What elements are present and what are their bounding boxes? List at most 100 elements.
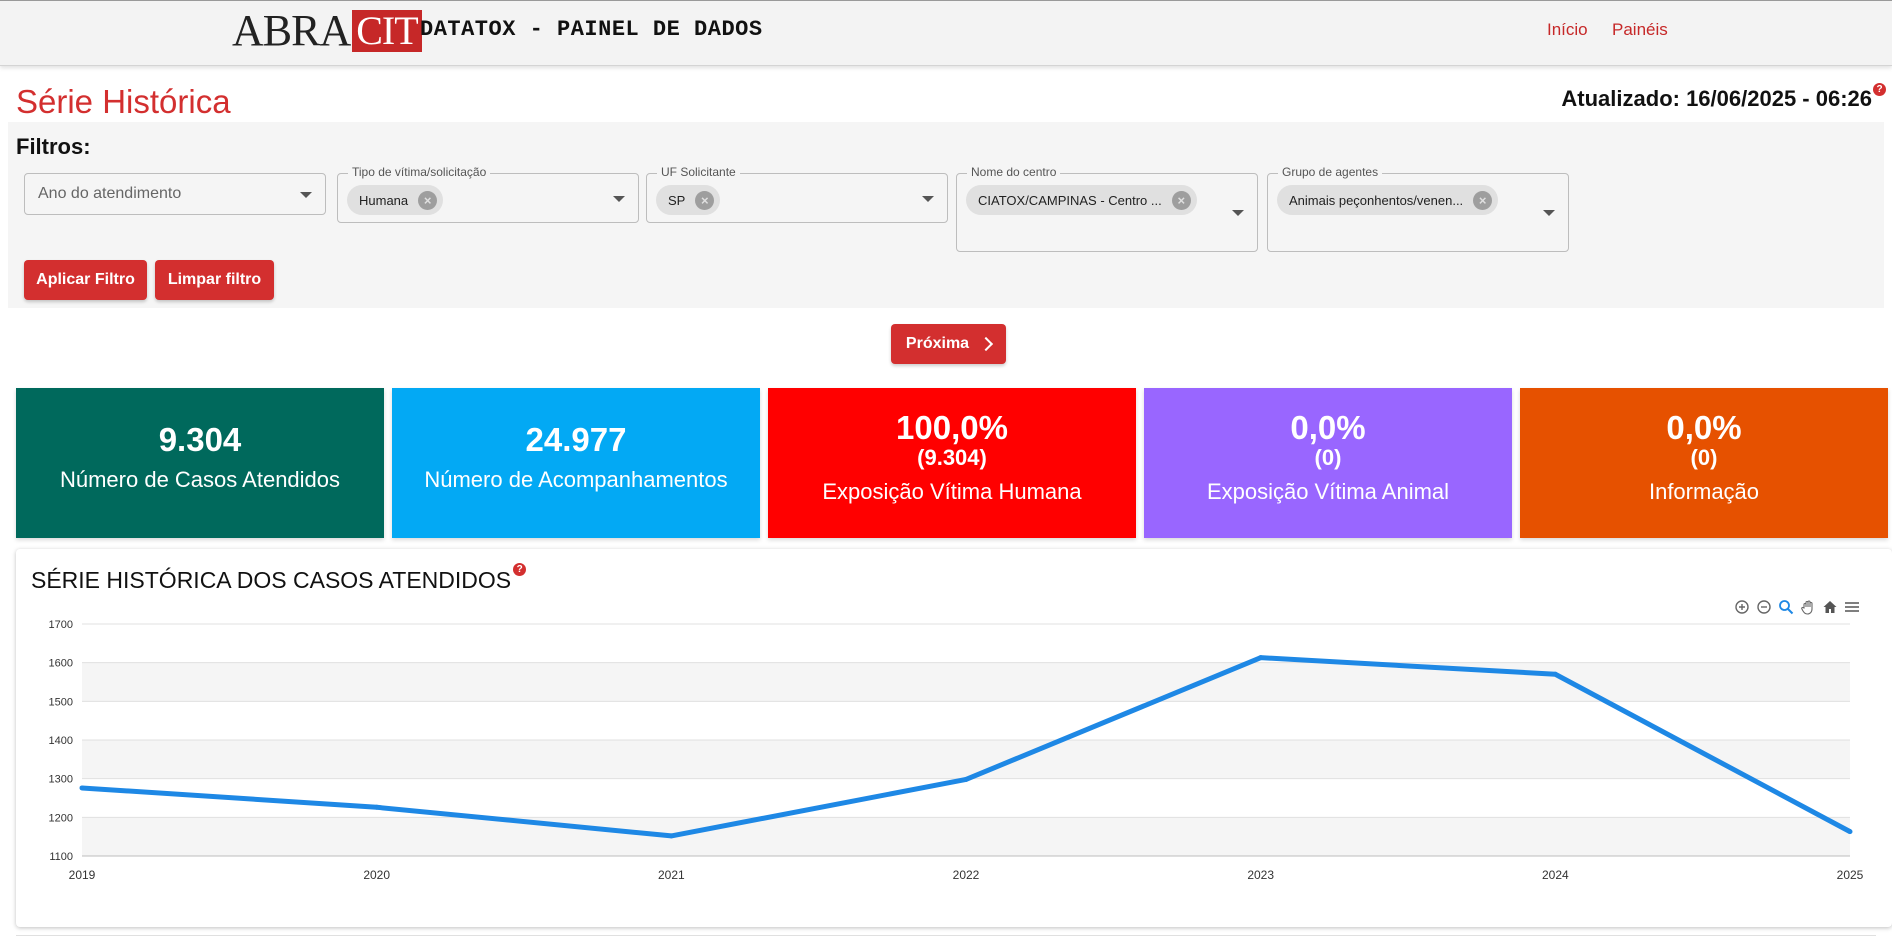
victim-type-legend: Tipo de vítima/solicitação	[348, 165, 491, 179]
updated-text: Atualizado: 16/06/2025 - 06:26	[1561, 86, 1872, 111]
y-tick-label: 1500	[49, 696, 73, 708]
zoom-in-icon[interactable]	[1734, 599, 1750, 615]
kpi-label: Exposição Vítima Humana	[822, 479, 1082, 504]
logo-cit-text: CIT	[352, 10, 422, 52]
uf-select[interactable]: UF Solicitante SP ×	[646, 165, 948, 223]
uf-legend: UF Solicitante	[657, 165, 740, 179]
kpi-label: Informação	[1648, 479, 1760, 504]
data-point[interactable]	[1552, 671, 1558, 677]
kpi-label: Número de Casos Atendidos	[59, 467, 341, 492]
chip-remove-icon[interactable]: ×	[1171, 190, 1191, 210]
zoom-select-icon[interactable]	[1778, 599, 1794, 615]
agent-group-select[interactable]: Grupo de agentes Animais peçonhentos/ven…	[1267, 165, 1569, 252]
kpi-card-human-exposure: 100,0% (9.304) Exposição Vítima Humana	[768, 388, 1136, 538]
x-tick-label: 2024	[1542, 868, 1569, 882]
kpi-card-followups: 24.977 Número de Acompanhamentos	[392, 388, 760, 538]
next-panel-edge	[16, 935, 1876, 944]
agent-group-legend: Grupo de agentes	[1278, 165, 1383, 179]
center-legend: Nome do centro	[967, 165, 1061, 179]
next-button[interactable]: Próxima	[891, 324, 1006, 364]
chart-title-text: SÉRIE HISTÓRICA DOS CASOS ATENDIDOS	[31, 567, 512, 593]
grid-band	[82, 662, 1850, 702]
kpi-label: Exposição Vítima Animal	[1206, 479, 1450, 504]
menu-icon[interactable]	[1844, 599, 1860, 615]
nav-link-inicio[interactable]: Início	[1547, 20, 1588, 39]
uf-chip-label: SP	[668, 192, 686, 208]
center-chip: CIATOX/CAMPINAS - Centro ... ×	[966, 185, 1197, 215]
chart-toolbar	[1734, 599, 1860, 615]
x-tick-label: 2022	[953, 868, 980, 882]
kpi-sub-value: (0)	[1314, 445, 1342, 470]
apply-filter-button[interactable]: Aplicar Filtro	[24, 260, 147, 300]
x-tick-label: 2019	[69, 868, 96, 882]
x-tick-label: 2021	[658, 868, 685, 882]
data-point[interactable]	[1847, 829, 1853, 835]
kpi-sub-value: (0)	[1690, 445, 1718, 470]
center-chip-label: CIATOX/CAMPINAS - Centro ...	[978, 192, 1162, 208]
victim-type-chip: Humana ×	[347, 185, 444, 215]
chevron-right-icon	[978, 336, 994, 352]
chevron-down-icon[interactable]	[1232, 210, 1244, 216]
data-point[interactable]	[1258, 655, 1264, 661]
victim-type-select[interactable]: Tipo de vítima/solicitação Humana ×	[337, 165, 639, 223]
chip-remove-icon[interactable]: ×	[695, 190, 715, 210]
zoom-out-icon[interactable]	[1756, 599, 1772, 615]
help-icon[interactable]: ?	[513, 563, 527, 576]
filters-label: Filtros:	[16, 134, 91, 159]
victim-type-chip-label: Humana	[359, 192, 409, 208]
chevron-down-icon[interactable]	[922, 196, 934, 202]
top-bar: ABRA CIT DATATOX - PAINEL DE DADOS Iníci…	[0, 0, 1892, 66]
app-title: DATATOX - PAINEL DE DADOS	[420, 17, 763, 42]
kpi-value: 0,0%	[1666, 409, 1742, 446]
nav-link-paineis[interactable]: Painéis	[1612, 20, 1668, 39]
kpi-label: Número de Acompanhamentos	[424, 467, 728, 492]
chevron-down-icon[interactable]	[300, 192, 312, 198]
uf-chip: SP ×	[656, 185, 721, 215]
y-tick-label: 1200	[49, 812, 73, 824]
y-tick-label: 1300	[49, 774, 73, 786]
y-tick-label: 1100	[49, 851, 73, 863]
kpi-value: 24.977	[525, 421, 627, 458]
data-point[interactable]	[963, 776, 969, 782]
pan-hand-icon[interactable]	[1800, 599, 1816, 615]
data-point[interactable]	[79, 785, 85, 791]
x-tick-label: 2023	[1247, 868, 1274, 882]
kpi-card-information: 0,0% (0) Informação	[1520, 388, 1888, 538]
chart-title: SÉRIE HISTÓRICA DOS CASOS ATENDIDOS?	[31, 563, 527, 594]
kpi-card-animal-exposure: 0,0% (0) Exposição Vítima Animal	[1144, 388, 1512, 538]
logo-abra-text: ABRA	[232, 6, 351, 55]
center-select[interactable]: Nome do centro CIATOX/CAMPINAS - Centro …	[956, 165, 1258, 252]
clear-filter-button[interactable]: Limpar filtro	[155, 260, 274, 300]
kpi-sub-value: (9.304)	[917, 445, 987, 470]
kpi-value: 9.304	[158, 421, 242, 458]
page-title: Série Histórica	[16, 83, 231, 120]
filters-panel: Filtros: Ano do atendimento Tipo de víti…	[8, 122, 1884, 308]
data-point[interactable]	[668, 833, 674, 839]
y-tick-label: 1400	[49, 735, 73, 747]
kpi-card-cases: 9.304 Número de Casos Atendidos	[16, 388, 384, 538]
help-icon[interactable]: ?	[1873, 83, 1886, 96]
grid-band	[82, 817, 1850, 856]
kpi-value: 100,0%	[896, 409, 1008, 446]
x-tick-label: 2025	[1837, 868, 1864, 882]
chart-panel: SÉRIE HISTÓRICA DOS CASOS ATENDIDOS? 110…	[16, 549, 1892, 927]
chip-remove-icon[interactable]: ×	[1473, 190, 1493, 210]
chevron-down-icon[interactable]	[613, 196, 625, 202]
chevron-down-icon[interactable]	[1543, 210, 1555, 216]
data-point[interactable]	[374, 804, 380, 810]
year-select-placeholder: Ano do atendimento	[38, 185, 182, 202]
kpi-value: 0,0%	[1290, 409, 1366, 446]
y-tick-label: 1600	[49, 658, 73, 670]
abracit-logo[interactable]: ABRA CIT	[232, 6, 422, 55]
year-select[interactable]: Ano do atendimento	[24, 173, 326, 215]
chip-remove-icon[interactable]: ×	[418, 190, 438, 210]
home-reset-icon[interactable]	[1822, 599, 1838, 615]
updated-timestamp: Atualizado: 16/06/2025 - 06:26 ?	[1561, 83, 1886, 112]
next-button-label: Próxima	[905, 335, 970, 352]
x-tick-label: 2020	[363, 868, 390, 882]
grid-band	[82, 740, 1850, 779]
agent-group-chip-label: Animais peçonhentos/venen...	[1289, 192, 1464, 208]
agent-group-chip: Animais peçonhentos/venen... ×	[1277, 185, 1499, 215]
y-tick-label: 1700	[49, 619, 73, 631]
line-chart: 1100 1200 1300 1400 1500 1600 1700 2019 2020 2021…	[49, 619, 1864, 882]
